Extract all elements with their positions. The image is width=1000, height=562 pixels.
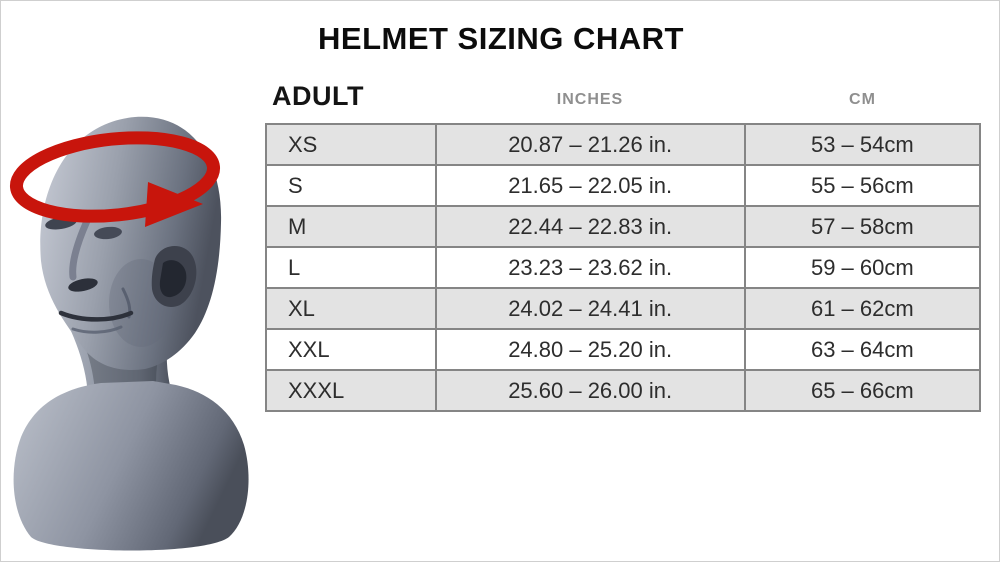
inches-cell: 22.44 – 22.83 in. <box>434 205 746 248</box>
mannequin-bust-figure <box>9 116 249 551</box>
cm-cell: 55 – 56cm <box>743 164 982 207</box>
head-measurement-illustration <box>3 81 265 561</box>
cm-cell: 53 – 54cm <box>743 123 982 166</box>
table-row: L 23.23 – 23.62 in. 59 – 60cm <box>265 246 982 289</box>
measure-arrow-icon <box>9 131 221 227</box>
size-cell: XXL <box>265 328 437 371</box>
table-row: XL 24.02 – 24.41 in. 61 – 62cm <box>265 287 982 330</box>
page-title: HELMET SIZING CHART <box>318 21 684 56</box>
table-row: XXL 24.80 – 25.20 in. 63 – 64cm <box>265 328 982 371</box>
inches-cell: 21.65 – 22.05 in. <box>434 164 746 207</box>
column-header-inches: INCHES <box>556 91 624 108</box>
cm-cell: 59 – 60cm <box>743 246 982 289</box>
column-header-cm: CM <box>849 91 876 108</box>
inches-cell: 24.02 – 24.41 in. <box>434 287 746 330</box>
table-row: XXXL 25.60 – 26.00 in. 65 – 66cm <box>265 369 982 412</box>
size-cell: S <box>265 164 437 207</box>
size-cell: XL <box>265 287 437 330</box>
mannequin-head <box>40 116 222 371</box>
size-cell: XS <box>265 123 437 166</box>
cm-cell: 65 – 66cm <box>743 369 982 412</box>
group-label-adult: ADULT <box>272 81 364 111</box>
inches-cell: 23.23 – 23.62 in. <box>434 246 746 289</box>
inches-cell: 25.60 – 26.00 in. <box>434 369 746 412</box>
size-cell: L <box>265 246 437 289</box>
cm-cell: 63 – 64cm <box>743 328 982 371</box>
table-row: S 21.65 – 22.05 in. 55 – 56cm <box>265 164 982 207</box>
sizing-table: XS 20.87 – 21.26 in. 53 – 54cm S 21.65 –… <box>265 123 982 412</box>
eye-shadow-right <box>94 226 122 240</box>
nose <box>69 217 91 281</box>
inches-cell: 20.87 – 21.26 in. <box>434 123 746 166</box>
inches-cell: 24.80 – 25.20 in. <box>434 328 746 371</box>
cm-cell: 57 – 58cm <box>743 205 982 248</box>
table-row: M 22.44 – 22.83 in. 57 – 58cm <box>265 205 982 248</box>
mouth <box>58 310 134 322</box>
size-cell: M <box>265 205 437 248</box>
mannequin-bust <box>13 381 249 551</box>
cm-cell: 61 – 62cm <box>743 287 982 330</box>
table-row: XS 20.87 – 21.26 in. 53 – 54cm <box>265 123 982 166</box>
size-cell: XXXL <box>265 369 437 412</box>
